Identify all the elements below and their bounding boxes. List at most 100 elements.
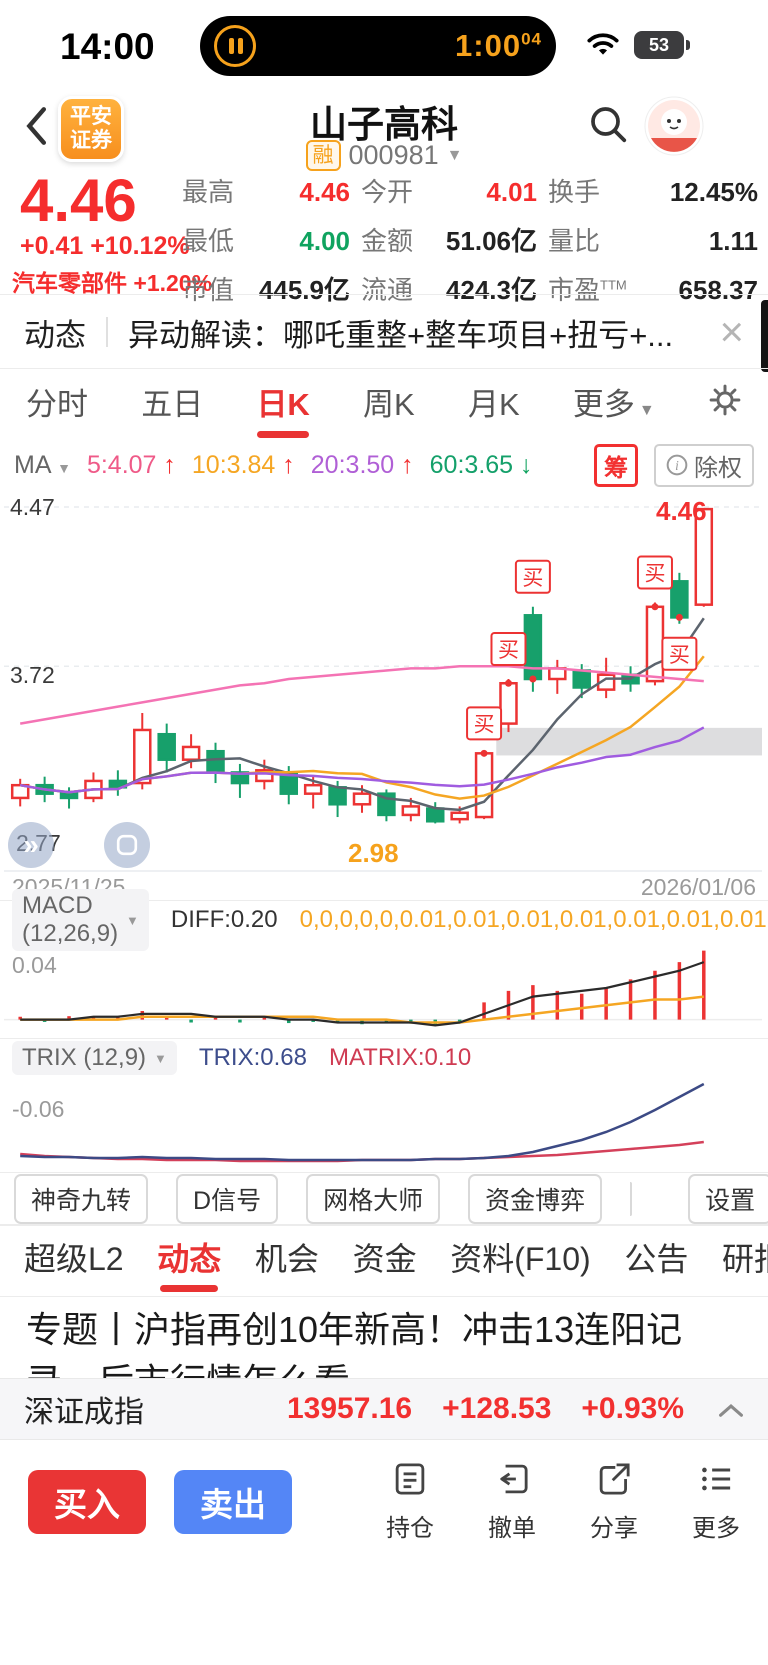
stat-5: 量比 1.11 (548, 226, 758, 256)
svg-text:买: 买 (644, 563, 665, 586)
ma-item-ma20: 20:3.50 ↑ (310, 450, 414, 479)
quote-panel: 4.46 +0.41 +10.12% 汽车零部件 +1.20% 最高 4.46 今开… (0, 167, 768, 305)
tool-pill-partial[interactable] (630, 1182, 633, 1216)
gear-icon[interactable] (708, 383, 742, 428)
index-change: +128.53 (442, 1392, 552, 1425)
sell-button[interactable]: 卖出 (174, 1470, 292, 1534)
chip-distribution-button[interactable]: 筹 (594, 443, 638, 487)
price-change: +0.41 +10.12% (20, 232, 190, 260)
macd-header: MACD (12,26,9) ▼ DIFF:0.20 0,0,0,0,0,0.01… (0, 889, 768, 951)
section-tab-公告[interactable]: 公告 (624, 1241, 689, 1277)
cancel-order-icon (494, 1461, 530, 1502)
action-撤单[interactable]: 撤单 (488, 1461, 536, 1543)
action-分享[interactable]: 分享 (590, 1461, 638, 1543)
ex-rights-button[interactable]: i 除权 (654, 443, 754, 487)
sector-change[interactable]: 汽车零部件 +1.20% (12, 270, 213, 296)
section-tab-资金[interactable]: 资金 (352, 1241, 417, 1277)
divider (106, 317, 108, 347)
collapse-chevron-icon[interactable] (718, 1392, 744, 1426)
section-tab-资料(F10)[interactable]: 资料(F10) (450, 1241, 591, 1277)
svg-text:买: 买 (669, 644, 690, 667)
ma-dropdown[interactable]: MA ▼ (14, 450, 71, 479)
section-tab-动态[interactable]: 动态 (157, 1234, 221, 1292)
trix-chart[interactable] (0, 1076, 768, 1170)
last-price-label: 4.46 (656, 496, 707, 526)
up-arrow-icon: ↑ (401, 450, 414, 479)
battery-icon: 53 (634, 31, 690, 59)
ma-legend-row: MA ▼ 5:4.07 ↑ 10:3.84 ↑ 20:3.50 ↑ 60:3.65 ↓… (0, 443, 768, 487)
trix-value: TRIX:0.68 (198, 1044, 307, 1071)
tool-D信号[interactable]: D信号 (176, 1174, 279, 1224)
stat-1: 今开 4.01 (361, 177, 537, 207)
stat-4: 金额 51.06亿 (361, 226, 537, 256)
stat-6: 市值 445.9亿 (182, 275, 350, 305)
stat-0: 最高 4.46 (182, 177, 350, 207)
more-icon (698, 1461, 734, 1502)
search-icon[interactable] (588, 104, 628, 149)
chevron-down-icon: ▼ (446, 146, 463, 164)
timer-island[interactable]: 1:0004 (200, 16, 556, 76)
action-持仓[interactable]: 持仓 (386, 1461, 434, 1543)
positions-icon (392, 1461, 428, 1502)
pause-icon[interactable] (214, 25, 256, 67)
close-icon[interactable]: × (719, 308, 744, 355)
svg-text:买: 买 (498, 639, 519, 662)
stat-8: 市盈TTM 658.37 (548, 275, 758, 305)
up-arrow-icon: ↑ (163, 450, 176, 479)
status-bar: 14:00 1:0004 53 (0, 0, 768, 92)
margin-badge: 融 (305, 140, 341, 171)
action-更多[interactable]: 更多 (692, 1461, 740, 1543)
tool-资金博弈[interactable]: 资金博弈 (468, 1174, 603, 1224)
tab-分时[interactable]: 分时 (26, 386, 88, 422)
news-ticker[interactable]: 动态 异动解读：哪吒重整+整车项目+扭亏+... × (0, 296, 768, 368)
down-arrow-icon: ↓ (520, 450, 533, 479)
trix-axis-label: -0.06 (12, 1096, 65, 1122)
wifi-icon (584, 30, 622, 63)
section-tab-超级L2[interactable]: 超级L2 (24, 1241, 124, 1277)
diff-value: DIFF:0.20 (170, 906, 278, 933)
buy-button[interactable]: 买入 (28, 1470, 146, 1534)
tab-日K[interactable]: 日K (256, 379, 310, 438)
dea-value: 0,0,0,0,0,0.01,0.01,0.01,0.01,0.01,0.01,… (299, 906, 768, 933)
action-items: 持仓 撤单 分享 更多 (386, 1461, 740, 1543)
stock-code-row[interactable]: 融 000981 ▼ (0, 140, 768, 171)
svg-text:i: i (675, 458, 679, 473)
macd-chart[interactable] (0, 938, 768, 1038)
trix-header: TRIX (12,9) ▼ TRIX:0.68 MATRIX:0.10 (0, 1040, 768, 1076)
landscape-button[interactable] (104, 822, 150, 868)
y-axis-top: 4.47 (10, 494, 55, 520)
section-tab-机会[interactable]: 机会 (254, 1241, 319, 1277)
tab-周K[interactable]: 周K (363, 386, 415, 422)
avatar[interactable] (644, 96, 704, 156)
date-end: 2026/01/06 (640, 874, 756, 900)
news-headline[interactable]: 专题丨沪指再创10年新高！冲击13连阳记录，后市行情怎么看 (26, 1309, 683, 1378)
clock: 14:00 (60, 26, 155, 67)
kline-chart[interactable]: 买买买 买买 (0, 486, 768, 874)
tool-网格大师[interactable]: 网格大师 (306, 1174, 441, 1224)
trix-selector[interactable]: TRIX (12,9) ▼ (12, 1041, 177, 1075)
index-bar[interactable]: 深证成指 13957.16 +128.53 +0.93% (0, 1378, 768, 1440)
y-axis-mid: 3.72 (10, 662, 55, 688)
period-low-label: 2.98 (348, 838, 399, 868)
tab-五日[interactable]: 五日 (141, 386, 204, 422)
back-icon[interactable] (22, 106, 50, 151)
section-tab-研报[interactable]: 研报 (721, 1241, 768, 1277)
matrix-value: MATRIX:0.10 (328, 1044, 472, 1071)
news-tag: 动态 (24, 317, 86, 353)
chart-tabs: 分时 五日 日K 周K 月K 更多 ▼ (0, 372, 768, 438)
ma-item-ma10: 10:3.84 ↑ (191, 450, 295, 479)
fast-forward-button[interactable]: » (8, 822, 54, 868)
tab-月K[interactable]: 月K (467, 386, 520, 422)
ma-item-ma5: 5:4.07 ↑ (86, 450, 176, 479)
tool-神奇九转[interactable]: 神奇九转 (14, 1174, 149, 1224)
page-title: 山子高科 (310, 104, 458, 145)
stock-code: 000981 (348, 140, 439, 170)
macd-selector[interactable]: MACD (12,26,9) ▼ (12, 889, 149, 951)
settings-button[interactable]: 设置 (688, 1174, 768, 1224)
index-pct: +0.93% (581, 1392, 684, 1425)
tab-更多[interactable]: 更多 ▼ (572, 386, 655, 422)
timer-value: 1:0004 (455, 28, 542, 63)
svg-text:买: 买 (522, 567, 543, 590)
